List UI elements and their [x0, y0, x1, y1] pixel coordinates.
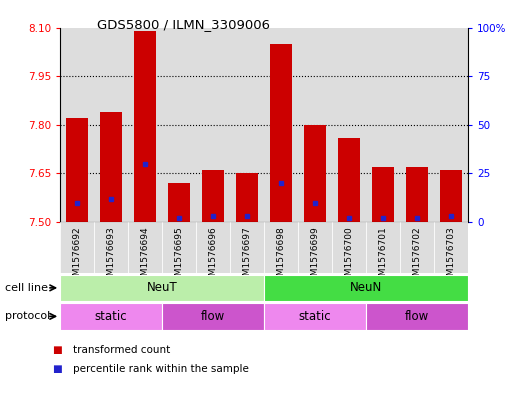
Text: ■: ■ [52, 364, 62, 375]
Bar [94, 222, 128, 273]
Bar [162, 303, 264, 330]
Text: GSM1576702: GSM1576702 [413, 226, 422, 287]
Bar [60, 303, 162, 330]
Bar [298, 222, 332, 273]
Text: static: static [299, 310, 332, 323]
Text: GSM1576703: GSM1576703 [447, 226, 456, 287]
Text: GSM1576698: GSM1576698 [277, 226, 286, 287]
Bar [440, 170, 462, 222]
Bar [264, 303, 366, 330]
Bar [202, 170, 224, 222]
Text: cell line: cell line [5, 283, 48, 293]
Bar [400, 28, 434, 222]
Bar [332, 28, 366, 222]
Bar [400, 222, 434, 273]
Bar [298, 28, 332, 222]
Text: GSM1576699: GSM1576699 [311, 226, 320, 287]
Bar [304, 125, 326, 222]
Text: GSM1576701: GSM1576701 [379, 226, 388, 287]
Text: NeuN: NeuN [350, 281, 382, 294]
Bar [434, 222, 468, 273]
Bar [66, 118, 88, 222]
Text: GSM1576695: GSM1576695 [175, 226, 184, 287]
Bar [264, 28, 298, 222]
Bar [434, 28, 468, 222]
Text: static: static [95, 310, 128, 323]
Bar [406, 167, 428, 222]
Bar [162, 222, 196, 273]
Bar [230, 222, 264, 273]
Text: ■: ■ [52, 345, 62, 355]
Text: GSM1576696: GSM1576696 [209, 226, 218, 287]
Bar [338, 138, 360, 222]
Bar [134, 31, 156, 222]
Bar [264, 275, 468, 301]
Text: NeuT: NeuT [147, 281, 177, 294]
Text: GSM1576693: GSM1576693 [107, 226, 116, 287]
Text: transformed count: transformed count [73, 345, 170, 355]
Bar [162, 28, 196, 222]
Bar [366, 303, 468, 330]
Bar [128, 28, 162, 222]
Bar [270, 44, 292, 222]
Bar [196, 222, 230, 273]
Text: GSM1576694: GSM1576694 [141, 226, 150, 287]
Text: GSM1576697: GSM1576697 [243, 226, 252, 287]
Text: percentile rank within the sample: percentile rank within the sample [73, 364, 249, 375]
Bar [366, 222, 400, 273]
Bar [128, 222, 162, 273]
Bar [230, 28, 264, 222]
Bar [332, 222, 366, 273]
Bar [60, 275, 264, 301]
Bar [100, 112, 122, 222]
Text: GDS5800 / ILMN_3309006: GDS5800 / ILMN_3309006 [97, 18, 269, 31]
Text: GSM1576700: GSM1576700 [345, 226, 354, 287]
Bar [60, 222, 94, 273]
Bar [60, 28, 94, 222]
Bar [94, 28, 128, 222]
Text: flow: flow [201, 310, 225, 323]
Bar [366, 28, 400, 222]
Bar [372, 167, 394, 222]
Text: GSM1576692: GSM1576692 [73, 226, 82, 287]
Text: flow: flow [405, 310, 429, 323]
Bar [168, 183, 190, 222]
Bar [196, 28, 230, 222]
Text: protocol: protocol [5, 311, 51, 321]
Bar [264, 222, 298, 273]
Bar [236, 173, 258, 222]
